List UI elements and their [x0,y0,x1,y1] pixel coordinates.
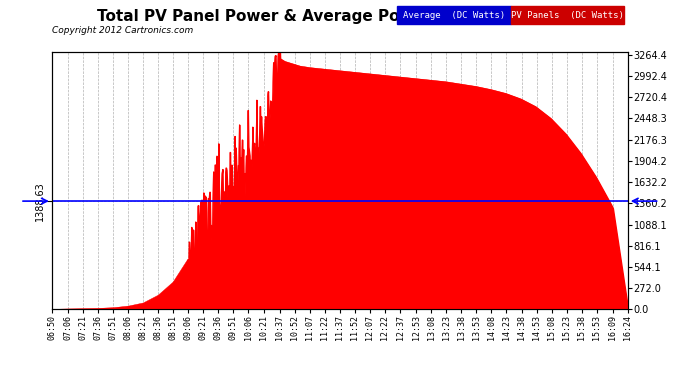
Text: Copyright 2012 Cartronics.com: Copyright 2012 Cartronics.com [52,26,193,35]
Text: PV Panels  (DC Watts): PV Panels (DC Watts) [511,11,624,20]
Text: Average  (DC Watts): Average (DC Watts) [402,11,505,20]
Text: Total PV Panel Power & Average Power Thu Nov 15  16:32: Total PV Panel Power & Average Power Thu… [97,9,593,24]
